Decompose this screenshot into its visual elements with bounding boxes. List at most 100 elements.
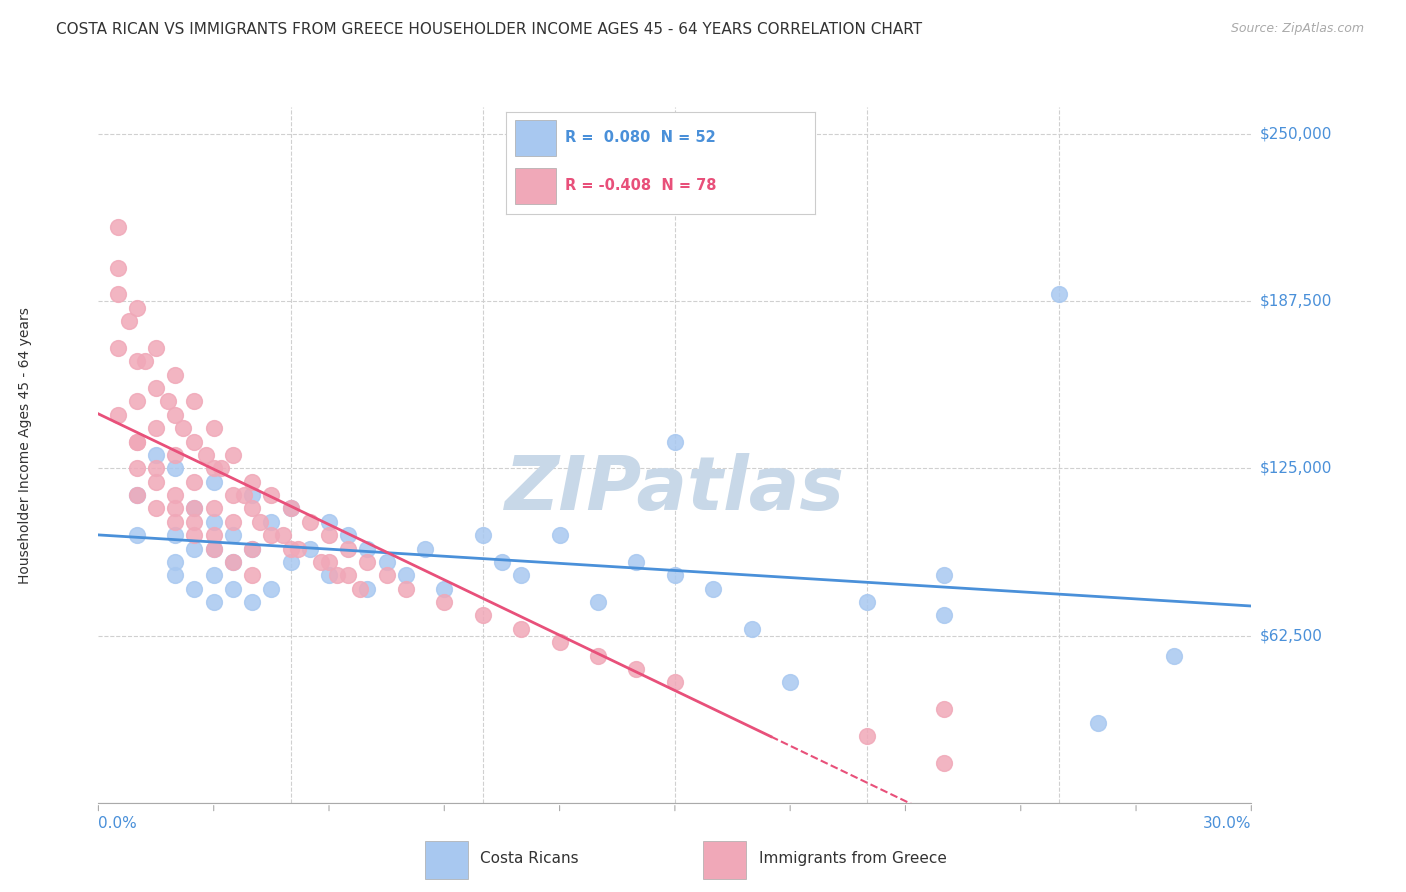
- Point: [548, 635, 571, 649]
- Point: [145, 501, 167, 516]
- Point: [222, 555, 245, 569]
- Point: [202, 515, 225, 529]
- Point: [195, 448, 218, 462]
- Point: [260, 582, 283, 596]
- Text: Costa Ricans: Costa Ricans: [481, 851, 579, 866]
- Point: [107, 408, 129, 422]
- Text: ZIPatlas: ZIPatlas: [505, 453, 845, 526]
- Point: [1047, 287, 1070, 301]
- Point: [586, 595, 609, 609]
- Point: [249, 515, 271, 529]
- Point: [125, 488, 148, 502]
- Point: [240, 541, 263, 556]
- Point: [932, 608, 955, 623]
- Point: [433, 595, 456, 609]
- Point: [156, 394, 179, 409]
- FancyBboxPatch shape: [516, 120, 555, 155]
- Point: [510, 622, 533, 636]
- Point: [318, 528, 340, 542]
- Point: [165, 448, 187, 462]
- Point: [240, 488, 263, 502]
- Point: [932, 702, 955, 716]
- Point: [107, 220, 129, 235]
- Point: [183, 394, 205, 409]
- Point: [233, 488, 256, 502]
- Text: R =  0.080  N = 52: R = 0.080 N = 52: [565, 130, 716, 145]
- Point: [183, 475, 205, 489]
- Point: [626, 662, 648, 676]
- Point: [183, 501, 205, 516]
- Text: Immigrants from Greece: Immigrants from Greece: [759, 851, 946, 866]
- Point: [856, 729, 879, 743]
- Point: [172, 421, 194, 435]
- Point: [1163, 648, 1185, 663]
- Point: [202, 541, 225, 556]
- Point: [145, 448, 167, 462]
- Point: [165, 555, 187, 569]
- Point: [356, 582, 378, 596]
- Point: [202, 475, 225, 489]
- Point: [325, 568, 347, 582]
- Point: [202, 421, 225, 435]
- FancyBboxPatch shape: [425, 841, 468, 879]
- Point: [222, 555, 245, 569]
- Point: [107, 287, 129, 301]
- Point: [413, 541, 436, 556]
- Point: [125, 434, 148, 449]
- Point: [356, 541, 378, 556]
- Point: [125, 354, 148, 368]
- Text: $125,000: $125,000: [1260, 461, 1331, 475]
- Point: [349, 582, 371, 596]
- Point: [125, 528, 148, 542]
- Point: [1087, 715, 1109, 730]
- Point: [118, 314, 141, 328]
- Point: [145, 421, 167, 435]
- Text: Source: ZipAtlas.com: Source: ZipAtlas.com: [1230, 22, 1364, 36]
- Point: [433, 582, 456, 596]
- Point: [107, 260, 129, 275]
- Point: [271, 528, 294, 542]
- Point: [298, 515, 321, 529]
- Point: [134, 354, 156, 368]
- Point: [165, 368, 187, 382]
- Point: [209, 461, 232, 475]
- Text: $62,500: $62,500: [1260, 628, 1323, 643]
- Point: [240, 501, 263, 516]
- Point: [145, 475, 167, 489]
- Text: R = -0.408  N = 78: R = -0.408 N = 78: [565, 178, 717, 194]
- Point: [165, 568, 187, 582]
- Text: 0.0%: 0.0%: [98, 816, 138, 831]
- Text: Householder Income Ages 45 - 64 years: Householder Income Ages 45 - 64 years: [18, 308, 32, 584]
- Point: [260, 515, 283, 529]
- Point: [222, 448, 245, 462]
- Point: [318, 515, 340, 529]
- Point: [183, 541, 205, 556]
- Text: $187,500: $187,500: [1260, 293, 1331, 309]
- Point: [491, 555, 513, 569]
- Point: [280, 541, 302, 556]
- Point: [287, 541, 309, 556]
- Point: [125, 434, 148, 449]
- Point: [395, 568, 418, 582]
- Point: [240, 475, 263, 489]
- Point: [337, 541, 360, 556]
- Point: [125, 394, 148, 409]
- Text: COSTA RICAN VS IMMIGRANTS FROM GREECE HOUSEHOLDER INCOME AGES 45 - 64 YEARS CORR: COSTA RICAN VS IMMIGRANTS FROM GREECE HO…: [56, 22, 922, 37]
- Point: [932, 568, 955, 582]
- Point: [183, 528, 205, 542]
- Point: [202, 461, 225, 475]
- Point: [222, 515, 245, 529]
- Point: [202, 568, 225, 582]
- Point: [375, 568, 398, 582]
- Point: [107, 341, 129, 355]
- Point: [280, 501, 302, 516]
- Point: [702, 582, 724, 596]
- Point: [280, 501, 302, 516]
- Point: [165, 528, 187, 542]
- Point: [375, 555, 398, 569]
- Point: [664, 675, 686, 690]
- FancyBboxPatch shape: [703, 841, 747, 879]
- Point: [356, 555, 378, 569]
- Point: [145, 381, 167, 395]
- Point: [183, 582, 205, 596]
